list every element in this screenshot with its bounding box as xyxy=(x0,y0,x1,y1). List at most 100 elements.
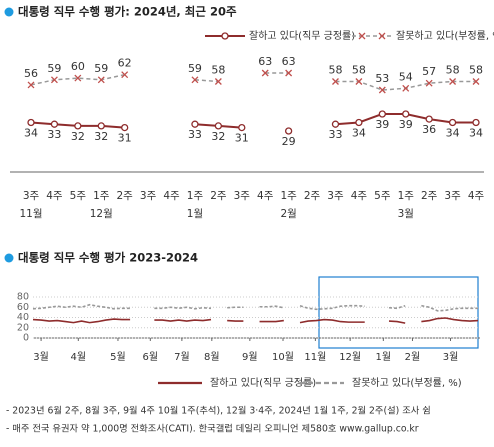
x-tick-label: 3주 xyxy=(23,190,40,202)
x-tick-label: 4주 xyxy=(257,190,274,202)
x-tick-label: 5주 xyxy=(374,190,391,202)
marker xyxy=(97,122,105,130)
value-label: 34 xyxy=(352,127,366,140)
marker xyxy=(284,127,293,135)
value-label: 58 xyxy=(446,64,460,77)
value-label: 53 xyxy=(375,72,389,85)
title-dot xyxy=(4,7,14,17)
legend-marker xyxy=(221,32,229,40)
series-line xyxy=(259,319,284,323)
series-line xyxy=(388,304,406,310)
value-label: 34 xyxy=(446,127,460,140)
x-tick-label: 2주 xyxy=(210,190,227,202)
month-label: 1월 xyxy=(187,208,203,220)
value-label: 33 xyxy=(47,128,61,141)
marker xyxy=(472,118,480,127)
value-label: 63 xyxy=(258,55,272,68)
value-label: 57 xyxy=(422,65,436,78)
marker xyxy=(121,123,129,132)
value-label: 56 xyxy=(24,67,38,80)
x-tick-label: 3주 xyxy=(140,190,157,202)
marker xyxy=(97,76,105,84)
marker xyxy=(358,32,366,40)
x-tick-label: 11월 xyxy=(304,351,326,363)
x-tick-label: 5주 xyxy=(70,190,87,202)
value-label: 33 xyxy=(328,128,342,141)
legend-label: 잘하고 있다(직무 긍정률) xyxy=(210,376,316,389)
marker xyxy=(332,78,339,85)
x-tick-label: 4주 xyxy=(351,190,368,202)
marker xyxy=(50,120,59,128)
value-label: 58 xyxy=(352,64,366,77)
x-tick-label: 3주 xyxy=(444,190,461,202)
x-tick-label: 4주 xyxy=(163,190,180,202)
x-tick-label: 8월 xyxy=(204,351,220,363)
legend-label: 잘못하고 있다(부정률, %) xyxy=(352,376,462,389)
chart-title: 대통령 직무 수행 평가: 2024년, 최근 20주 xyxy=(18,5,237,19)
value-label: 31 xyxy=(118,132,132,145)
series-line xyxy=(154,318,212,322)
value-label: 39 xyxy=(399,118,413,131)
x-tick-label: 1주 xyxy=(280,190,297,202)
x-tick-label: 1주 xyxy=(187,190,204,202)
series-line xyxy=(154,306,212,310)
x-tick-label: 2월 xyxy=(405,351,421,363)
x-tick-label: 9월 xyxy=(242,351,258,363)
value-label: 31 xyxy=(235,132,249,145)
series-line xyxy=(421,304,478,312)
marker xyxy=(448,118,457,127)
marker xyxy=(285,69,293,77)
value-label: 32 xyxy=(71,130,85,143)
marker xyxy=(378,32,386,40)
month-label: 11월 xyxy=(19,208,42,220)
marker xyxy=(331,120,340,128)
value-label: 60 xyxy=(71,60,85,73)
value-label: 39 xyxy=(375,118,389,131)
x-tick-label: 3월 xyxy=(443,351,459,363)
title-dot xyxy=(4,253,14,263)
series-line xyxy=(194,79,219,83)
x-tick-label: 2주 xyxy=(117,190,134,202)
marker xyxy=(191,120,199,128)
x-tick-label: 5월 xyxy=(110,351,126,363)
marker xyxy=(378,86,386,94)
marker xyxy=(425,79,433,87)
marker xyxy=(238,123,246,132)
footnote: - 매주 전국 유권자 약 1,000명 전화조사(CATI). 한국갤럽 데일… xyxy=(6,423,419,435)
marker xyxy=(261,69,269,77)
x-tick-label: 6월 xyxy=(143,351,159,363)
series-line xyxy=(299,318,365,324)
marker xyxy=(27,118,35,127)
marker xyxy=(27,81,35,89)
x-tick-label: 3주 xyxy=(327,190,344,202)
marker xyxy=(402,84,410,92)
month-label: 2월 xyxy=(280,208,296,220)
value-label: 58 xyxy=(469,64,483,77)
value-label: 58 xyxy=(211,64,225,77)
marker xyxy=(449,78,457,85)
x-tick-label: 12월 xyxy=(339,351,361,363)
month-label: 12월 xyxy=(90,208,113,220)
marker xyxy=(50,76,58,84)
series-line xyxy=(30,73,125,86)
value-label: 62 xyxy=(118,57,132,70)
x-tick-label: 4월 xyxy=(71,351,87,363)
legend-label: 잘못하고 있다(부정률, %) xyxy=(396,29,494,42)
value-label: 36 xyxy=(422,123,436,136)
value-label: 54 xyxy=(399,70,413,83)
series-line xyxy=(259,305,284,309)
x-tick-label: 2주 xyxy=(421,190,438,202)
x-tick-label: 1주 xyxy=(93,190,110,202)
value-label: 59 xyxy=(188,62,202,75)
legend-label: 잘하고 있다(직무 긍정률) xyxy=(249,29,355,42)
value-label: 34 xyxy=(24,127,38,140)
x-tick-label: 2주 xyxy=(304,190,321,202)
value-label: 63 xyxy=(282,55,296,68)
value-label: 32 xyxy=(211,130,225,143)
footnote: - 2023년 6월 2주, 8월 3주, 9월 4주 10월 1주(추석), … xyxy=(6,405,431,417)
x-tick-label: 3월 xyxy=(33,351,49,363)
series-line xyxy=(388,320,406,324)
marker xyxy=(378,110,386,118)
x-tick-label: 7월 xyxy=(174,351,190,363)
